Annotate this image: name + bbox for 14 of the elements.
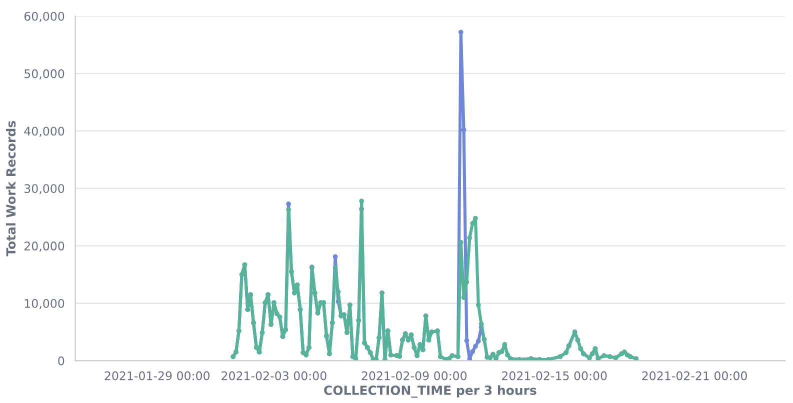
y-axis-title: Total Work Records	[6, 121, 16, 256]
y-tick-label: 30,000	[24, 184, 64, 194]
x-tick-label: 2021-02-09 00:00	[362, 371, 467, 380]
y-tick-label: 60,000	[24, 12, 64, 22]
y-tick-label: 20,000	[24, 242, 64, 252]
x-axis-title: COLLECTION_TIME per 3 hours	[324, 385, 536, 398]
x-tick-label: 2021-01-29 00:00	[104, 371, 210, 380]
y-tick-label: 0	[58, 356, 64, 366]
y-tick-label: 40,000	[24, 126, 64, 137]
y-tick-label: 10,000	[24, 298, 64, 310]
x-tick-label: 2021-02-21 00:00	[642, 371, 747, 380]
x-tick-label: 2021-02-03 00:00	[222, 371, 326, 380]
x-tick-label: 2021-02-15 00:00	[502, 371, 607, 380]
y-tick-label: 50,000	[24, 69, 64, 80]
